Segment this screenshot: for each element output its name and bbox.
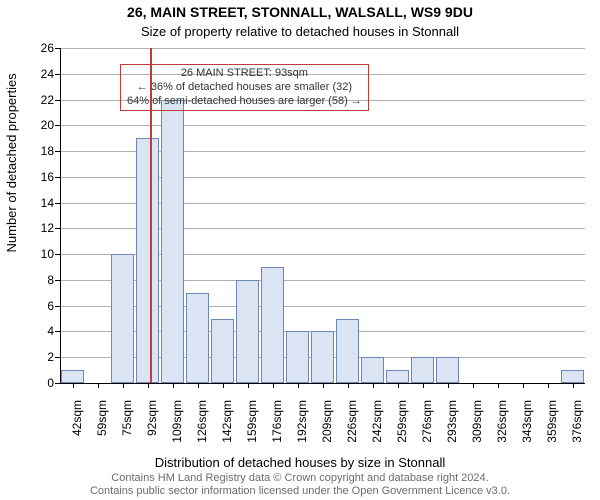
histogram-bar xyxy=(286,331,309,383)
x-tick-label: 343sqm xyxy=(520,400,534,443)
y-tick-label: 10 xyxy=(30,247,54,261)
footer-attribution: Contains HM Land Registry data © Crown c… xyxy=(0,472,600,498)
y-tick-label: 12 xyxy=(30,221,54,235)
histogram-bar xyxy=(386,370,409,383)
y-tick-label: 0 xyxy=(30,376,54,390)
x-tick-label: 309sqm xyxy=(470,400,484,443)
histogram-bar xyxy=(561,370,584,383)
histogram-bar xyxy=(111,254,134,383)
y-tick-label: 16 xyxy=(30,170,54,184)
x-tick-label: 142sqm xyxy=(220,400,234,443)
histogram-bar xyxy=(61,370,84,383)
y-tick-label: 8 xyxy=(30,273,54,287)
x-tick-label: 109sqm xyxy=(170,400,184,443)
histogram-bar xyxy=(261,267,284,383)
histogram-bar xyxy=(186,293,209,383)
y-tick-label: 14 xyxy=(30,196,54,210)
plot-area: 0246810121416182022242642sqm59sqm75sqm92… xyxy=(60,48,585,383)
callout-box: 26 MAIN STREET: 93sqm← 36% of detached h… xyxy=(120,64,369,111)
callout-line-2: ← 36% of detached houses are smaller (32… xyxy=(127,81,362,95)
x-axis-label: Distribution of detached houses by size … xyxy=(0,455,600,470)
histogram-bar xyxy=(336,319,359,383)
x-axis-line xyxy=(60,383,585,384)
histogram-bar xyxy=(236,280,259,383)
x-tick-label: 126sqm xyxy=(195,400,209,443)
x-tick-label: 75sqm xyxy=(120,400,134,436)
y-tick-label: 4 xyxy=(30,324,54,338)
callout-line-3: 64% of semi-detached houses are larger (… xyxy=(127,95,362,109)
y-tick-label: 20 xyxy=(30,118,54,132)
x-tick-label: 376sqm xyxy=(570,400,584,443)
footer-line-1: Contains HM Land Registry data © Crown c… xyxy=(0,472,600,485)
x-tick-label: 226sqm xyxy=(345,400,359,443)
y-tick-label: 6 xyxy=(30,299,54,313)
grid-line xyxy=(60,48,585,49)
y-axis-line xyxy=(60,48,61,383)
histogram-bar xyxy=(161,100,184,383)
x-tick-label: 159sqm xyxy=(245,400,259,443)
histogram-bar xyxy=(436,357,459,383)
y-tick-label: 26 xyxy=(30,41,54,55)
chart-subtitle: Size of property relative to detached ho… xyxy=(0,24,600,39)
chart-container: 26, MAIN STREET, STONNALL, WALSALL, WS9 … xyxy=(0,0,600,500)
histogram-bar xyxy=(136,138,159,383)
callout-line-1: 26 MAIN STREET: 93sqm xyxy=(127,67,362,81)
x-tick-label: 42sqm xyxy=(70,400,84,436)
x-tick-label: 259sqm xyxy=(395,400,409,443)
x-tick-label: 92sqm xyxy=(145,400,159,436)
x-tick-label: 276sqm xyxy=(420,400,434,443)
x-tick-label: 176sqm xyxy=(270,400,284,443)
histogram-bar xyxy=(311,331,334,383)
x-tick-label: 242sqm xyxy=(370,400,384,443)
grid-line xyxy=(60,125,585,126)
x-tick-label: 209sqm xyxy=(320,400,334,443)
y-tick-label: 18 xyxy=(30,144,54,158)
x-tick-label: 59sqm xyxy=(95,400,109,436)
x-tick-label: 326sqm xyxy=(495,400,509,443)
x-tick-label: 359sqm xyxy=(545,400,559,443)
histogram-bar xyxy=(361,357,384,383)
chart-title: 26, MAIN STREET, STONNALL, WALSALL, WS9 … xyxy=(0,4,600,20)
y-axis-label: Number of detached properties xyxy=(4,73,19,252)
x-tick-label: 293sqm xyxy=(445,400,459,443)
histogram-bar xyxy=(211,319,234,383)
y-tick-label: 2 xyxy=(30,350,54,364)
y-tick-label: 22 xyxy=(30,93,54,107)
footer-line-2: Contains public sector information licen… xyxy=(0,485,600,498)
histogram-bar xyxy=(411,357,434,383)
x-tick-label: 192sqm xyxy=(295,400,309,443)
y-tick-label: 24 xyxy=(30,67,54,81)
